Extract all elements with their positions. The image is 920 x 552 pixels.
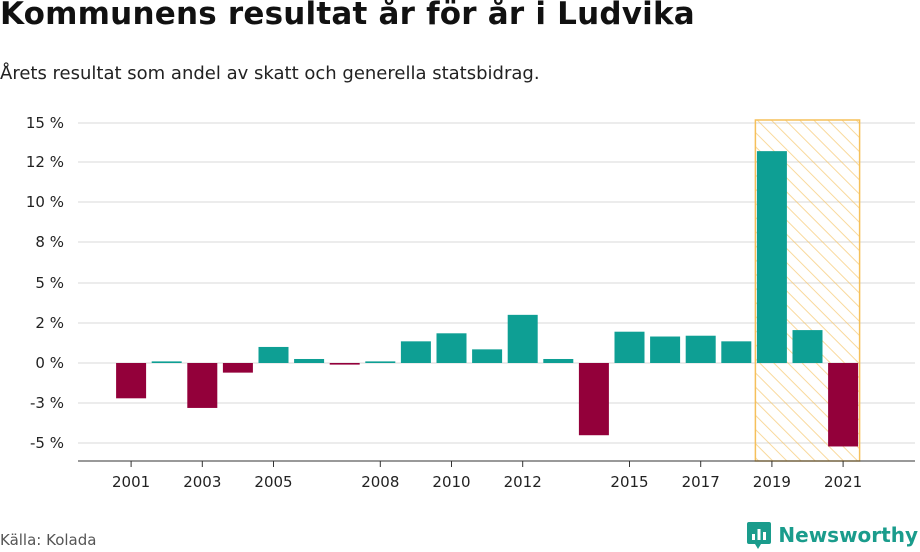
newsworthy-logo-icon [747,522,772,549]
bar-2008 [365,361,396,363]
y-tick-label: 8 % [35,233,64,251]
chart-subtitle: Årets resultat som andel av skatt och ge… [0,63,540,84]
bar-2021 [828,363,859,447]
bar-2017 [685,335,716,363]
y-tick-label: 5 % [35,274,64,292]
bar-2020 [792,330,823,363]
bar-2010 [436,333,467,363]
y-tick-label: -3 % [30,394,64,412]
bar-2001 [116,363,147,399]
brand-name: Newsworthy [778,523,918,547]
bar-2003 [187,363,218,408]
x-tick-label: 2001 [112,473,150,491]
x-tick-label: 2019 [753,473,791,491]
x-tick-label: 2003 [183,473,221,491]
bar-chart: 15 %12 %10 %8 %5 %2 %0 %-3 %-5 % 2001 200… [26,114,915,491]
x-tick-label: 2010 [432,473,470,491]
x-tick-label: 2012 [504,473,542,491]
brand-logo[interactable]: Newsworthy [746,520,918,550]
bar-2006 [294,358,325,363]
axes [78,460,915,467]
source-note: Källa: Kolada [0,531,97,549]
bar-2011 [472,349,503,363]
bar-2007 [329,363,360,365]
y-tick-labels: 15 % 12 % 10 % 8 % 5 % 2 % 0 % -3 % -5 % [26,114,64,452]
x-tick-label: 2015 [610,473,648,491]
y-tick-label: -5 % [30,434,64,452]
bar-2018 [721,341,752,363]
bar-2004 [222,363,253,373]
bar-2012 [507,314,538,363]
bar-2016 [650,336,681,363]
y-tick-label: 0 % [35,354,64,372]
x-tick-label: 2005 [254,473,292,491]
x-tick-labels: 2001 2003 2005 2008 2010 2012 2015 2017 2019 2021 [112,473,862,491]
y-tick-label: 12 % [26,153,64,171]
bar-2005 [258,346,289,363]
bar-2015 [614,331,645,363]
bar-2002 [151,361,182,363]
chart-title: Kommunens resultat år för år i Ludvika [0,0,695,32]
bar-2019 [756,151,787,363]
x-tick-label: 2021 [824,473,862,491]
y-tick-label: 10 % [26,193,64,211]
bar-2014 [578,363,609,436]
bars [116,151,859,447]
bar-2013 [543,358,574,363]
x-tick-label: 2017 [682,473,720,491]
bar-2009 [400,341,431,363]
y-tick-label: 15 % [26,114,64,132]
y-tick-label: 2 % [35,314,64,332]
x-tick-label: 2008 [361,473,399,491]
